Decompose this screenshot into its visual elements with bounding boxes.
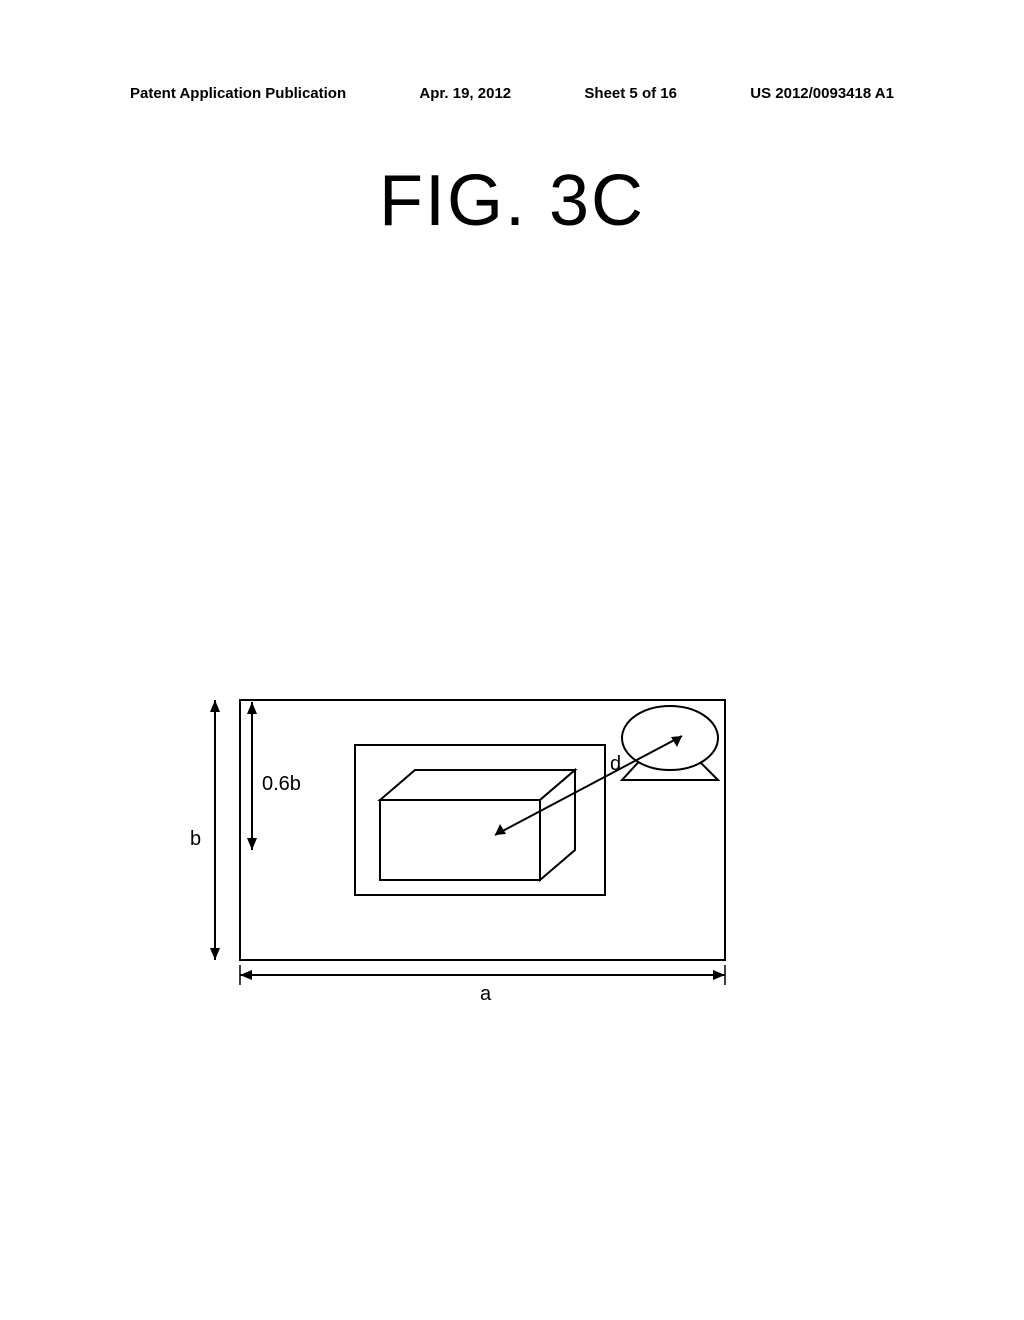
dim-a-arrow-right	[713, 970, 725, 980]
publication-label: Patent Application Publication	[130, 85, 346, 102]
dim-a-arrow-left	[240, 970, 252, 980]
dim-06b-arrow-bottom	[247, 838, 257, 850]
label-d: d	[610, 753, 621, 775]
figure-title: FIG. 3C	[379, 160, 645, 242]
sheet-label: Sheet 5 of 16	[584, 85, 677, 102]
dim-b-arrow-bottom	[210, 948, 220, 960]
patent-number-label: US 2012/0093418 A1	[750, 85, 894, 102]
diagram-svg: d b 0.6b a	[180, 690, 730, 1040]
dim-06b-arrow-top	[247, 702, 257, 714]
diagram-container: d b 0.6b a	[180, 690, 730, 1040]
box-front-face	[380, 800, 540, 880]
label-a: a	[480, 983, 492, 1005]
patent-header: Patent Application Publication Apr. 19, …	[0, 85, 1024, 102]
dim-b-arrow-top	[210, 700, 220, 712]
date-label: Apr. 19, 2012	[419, 85, 511, 102]
label-06b: 0.6b	[262, 773, 301, 795]
label-b: b	[190, 828, 201, 850]
